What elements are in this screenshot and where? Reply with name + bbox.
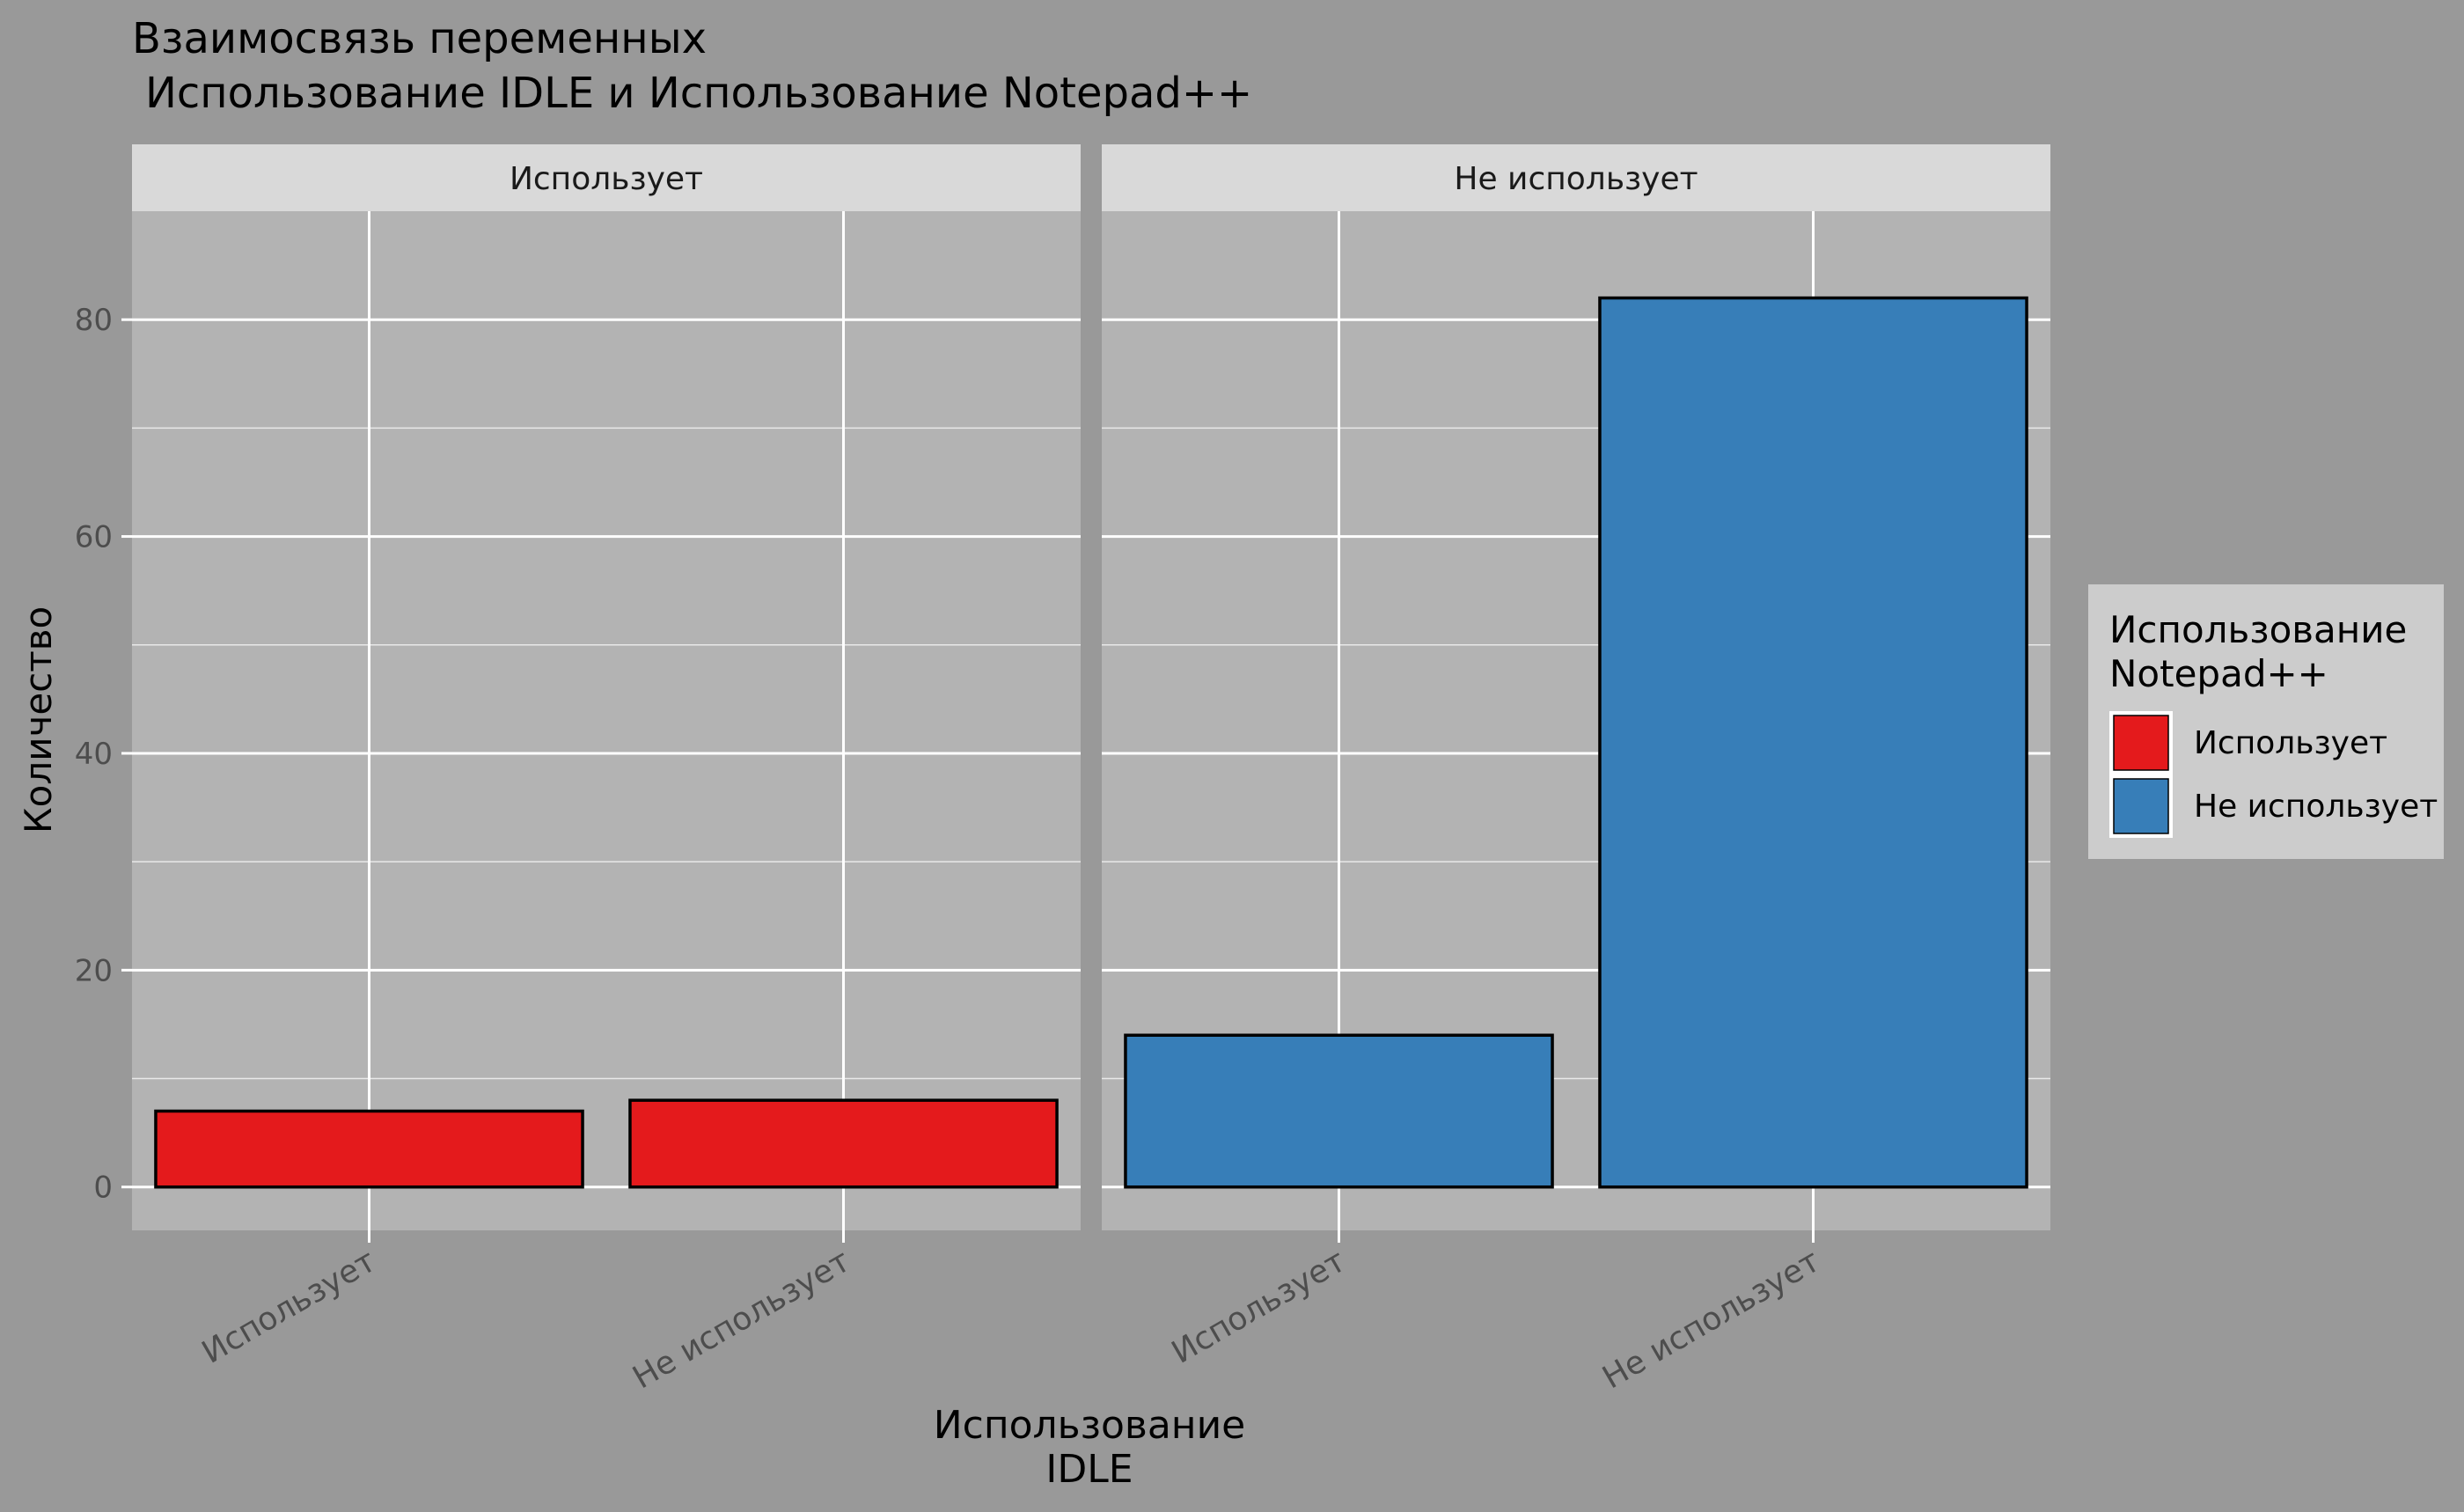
bar (1598, 296, 2028, 1189)
facet-strip-label: Использует (510, 161, 703, 197)
chart-title-line1: Взаимосвязь переменных (132, 14, 707, 63)
legend: Использование Notepad++ Использует Не исп… (2088, 584, 2444, 859)
facet-strip-label: Не использует (1454, 161, 1698, 197)
legend-label: Не использует (2194, 789, 2438, 825)
legend-label: Использует (2194, 725, 2387, 761)
legend-title-line1: Использование (2109, 608, 2407, 651)
legend-entries: Использует Не использует (2109, 711, 2438, 838)
legend-title-line2: Notepad++ (2109, 652, 2328, 695)
bar (628, 1098, 1059, 1189)
bar (154, 1109, 584, 1189)
y-tick-label: 40 (75, 737, 113, 772)
y-axis: 0 20 40 60 80 (75, 303, 132, 1206)
y-tick-label: 20 (75, 953, 113, 988)
x-axis-title-line2: IDLE (1045, 1447, 1133, 1492)
chart-title-line2: Использование IDLE и Использование Notep… (145, 69, 1252, 118)
bar (1124, 1033, 1554, 1189)
panel-background (132, 211, 1081, 1230)
facet-panel: Использует (132, 144, 1081, 1230)
facet-strip (1102, 144, 2050, 211)
y-tick-label: 60 (75, 520, 113, 555)
x-axis-title-line1: Использование (934, 1403, 1246, 1448)
y-tick-label: 80 (75, 303, 113, 338)
y-tick-label: 0 (93, 1171, 113, 1206)
y-axis-title: Количество (17, 606, 60, 833)
facet-panel: Не использует (1102, 144, 2050, 1230)
facet-strip (132, 144, 1081, 211)
legend-swatch (2113, 715, 2169, 771)
facet-panels: Использует Не использует (132, 144, 2050, 1230)
legend-swatch (2113, 778, 2169, 834)
